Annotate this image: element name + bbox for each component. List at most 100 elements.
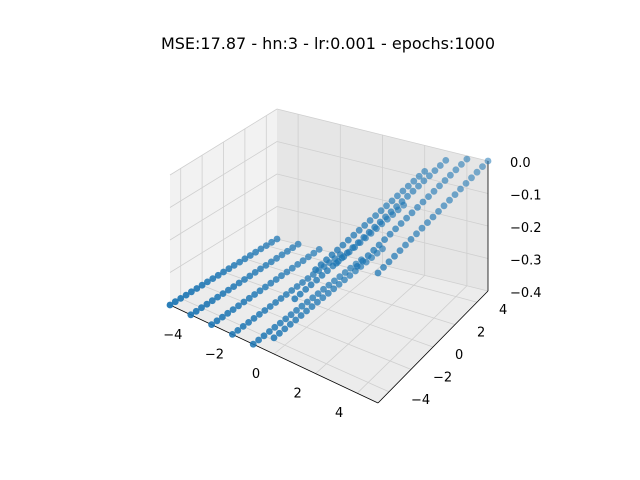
scatter-point [388,197,396,205]
scatter-point [309,294,317,302]
scatter-point [288,287,296,294]
scatter-point [277,295,285,302]
scatter-point [397,220,405,227]
scatter-point [293,283,301,290]
scatter-point [304,275,312,282]
scatter-point [425,193,432,201]
scatter-point [328,251,336,259]
scatter-point [447,171,454,179]
scatter-point [318,272,326,279]
scatter-point [319,294,327,302]
grid-lines [169,108,489,394]
scatter-point [436,182,443,190]
scatter-point [296,290,304,298]
scatter-point [187,311,195,319]
scatter-point [252,248,259,256]
grid-line [169,108,278,176]
scatter-point [230,262,238,269]
scatter-point [403,214,410,222]
scatter-point [299,279,306,286]
scatter-point [394,192,401,200]
scatter-point [255,336,262,344]
scatter-point [287,311,295,319]
scatter-point [457,185,464,193]
scatter-point [393,203,400,211]
scatter-point [177,295,185,302]
scatter-point [366,217,374,224]
scatter-point [383,202,390,210]
scatter-point [188,288,195,296]
scatter-point [267,258,275,266]
grid-line [276,173,489,227]
scatter-point [360,234,368,241]
scatter-point [204,278,211,286]
scatter-point [398,198,406,205]
scatter-point [436,162,444,169]
scatter-point [414,204,421,211]
scatter-point [299,257,307,265]
scatter-point [278,272,285,280]
grid-line [244,258,456,325]
chart-title: MSE:17.87 - hn:3 - lr:0.001 - epochs:100… [161,34,495,53]
scatter-point [468,174,475,182]
grid-line [169,173,278,241]
scatter-point [376,218,384,226]
scatter-point [349,244,357,252]
scatter-point [418,224,426,232]
scatter-point [421,168,429,175]
scatter-point [404,192,411,200]
scatter-point [372,212,379,220]
scatter-point [219,290,227,297]
scatter-point [320,285,327,293]
scatter-point [273,235,281,243]
scatter-point [323,256,330,264]
scatter-point [236,258,244,266]
scatter-point [386,230,394,238]
scatter-point [315,246,323,253]
scatter-point [442,157,450,164]
z-tick-label: −0.2 [510,221,542,236]
z-tick-label: −0.1 [510,189,542,204]
scatter-point [431,167,439,175]
scatter-point [462,180,470,187]
scatter-point [229,306,237,313]
scatter-point [377,207,385,215]
scatter-point [262,242,270,250]
x-tick-label: −2 [205,347,224,362]
scatter-point [313,276,320,284]
scatter-point [262,262,270,269]
scatter-point [302,286,310,293]
scatter-point [192,307,200,315]
scatter-point [392,225,399,233]
grid-line [169,206,278,273]
scatter-point [224,309,232,317]
scatter-point [387,208,395,216]
scatter-point [324,289,332,297]
scatter-point [208,321,216,328]
y-tick-label: −2 [433,370,452,385]
scatter-point [283,268,291,276]
scatter-point [208,297,216,305]
scatter-point [260,332,268,340]
scatter-point [256,287,264,295]
scatter-point [310,249,318,257]
z-tick-label: −0.3 [510,254,542,269]
scatter-point [335,281,343,288]
scatter-point [249,340,257,348]
scatter-point [359,257,367,265]
z-tick-label: −0.4 [510,286,542,301]
scatter-point [214,271,222,279]
scatter-point [441,177,449,184]
scatter-point [229,331,236,338]
grid-line [180,298,390,393]
grid-line [201,284,412,370]
scatter-point [458,161,465,168]
scatter-point [305,253,312,261]
scatter-point [234,327,242,334]
scatter-point [364,252,372,260]
scatter-point [198,304,205,312]
scatter-point [225,286,232,294]
grid-line [276,206,489,259]
scatter-point [404,182,412,190]
